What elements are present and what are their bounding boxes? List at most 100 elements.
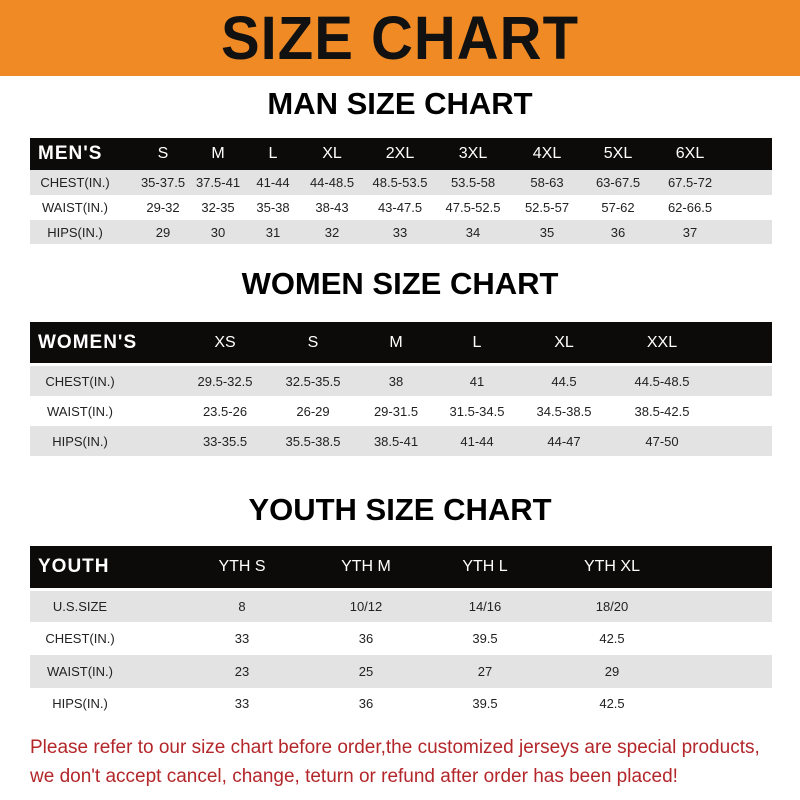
row-label: HIPS(IN.) [47, 224, 103, 240]
table-cell: 58-63 [530, 175, 564, 190]
table-cell: 62-66.5 [667, 200, 713, 215]
size-header: S [307, 333, 319, 351]
table-cell: 31.5-34.5 [449, 403, 505, 419]
table-cell: 44-48.5 [309, 175, 355, 190]
table-label: MEN'S [38, 143, 103, 164]
table-cell: 26-29 [296, 403, 330, 419]
header-row: YOUTH YTH S YTH M YTH L YTH XL [30, 546, 772, 588]
youth-size-table: YOUTH YTH S YTH M YTH L YTH XL U.S.SIZE 8 10/12… [30, 546, 772, 719]
row-label: WAIST(IN.) [42, 200, 108, 215]
table-cell: 25 [358, 664, 374, 679]
table-cell: 38-43 [315, 200, 349, 215]
table-cell: 47-50 [645, 433, 679, 449]
table-cell: 8 [238, 599, 246, 614]
size-header: YTH L [462, 558, 508, 575]
table-cell: 23.5-26 [202, 403, 248, 419]
table-row: CHEST(IN.) 33 36 39.5 42.5 [30, 622, 772, 655]
table-cell: 43-47.5 [377, 200, 423, 215]
table-cell: 32.5-35.5 [285, 373, 341, 389]
table-cell: 31 [265, 224, 281, 240]
table-cell: 27 [477, 664, 493, 679]
table-cell: 33 [234, 631, 250, 646]
row-label: WAIST(IN.) [47, 664, 113, 679]
table-cell: 33-35.5 [202, 433, 248, 449]
table-row: WAIST(IN.) 23 25 27 29 [30, 655, 772, 688]
table-cell: 42.5 [599, 631, 625, 646]
table-row: CHEST(IN.) 35-37.5 37.5-41 41-44 44-48.5 48.5… [30, 170, 772, 195]
table-cell: 63-67.5 [595, 175, 641, 190]
table-cell: 44-47 [547, 433, 581, 449]
size-header: L [268, 145, 278, 162]
row-label: WAIST(IN.) [47, 403, 113, 419]
table-row: CHEST(IN.) 29.5-32.5 32.5-35.5 38 41 44.5 44.5… [30, 366, 772, 396]
table-cell: 37 [682, 224, 698, 240]
table-cell: 35.5-38.5 [285, 433, 341, 449]
table-row: HIPS(IN.) 33-35.5 35.5-38.5 38.5-41 41-44 44-… [30, 426, 772, 456]
size-header: XXL [646, 333, 678, 351]
table-label: WOMEN'S [38, 331, 138, 353]
table-cell: 32-35 [201, 200, 235, 215]
table-cell: 35 [539, 224, 555, 240]
size-header: M [211, 145, 225, 162]
youth-title: YOUTH SIZE CHART [248, 492, 552, 527]
table-row: U.S.SIZE 8 10/12 14/16 18/20 [30, 591, 772, 622]
disclaimer-line-2: we don't accept cancel, change, teturn o… [30, 766, 678, 787]
row-label: U.S.SIZE [52, 599, 108, 614]
header-row: MEN'S S M L XL 2XL 3XL 4XL 5XL 6XL [30, 138, 772, 170]
row-label: CHEST(IN.) [45, 631, 115, 646]
size-header: 4XL [532, 145, 562, 162]
row-label: CHEST(IN.) [45, 373, 115, 389]
size-header: 6XL [675, 145, 705, 162]
table-cell: 29.5-32.5 [197, 373, 253, 389]
table-label: YOUTH [38, 556, 110, 577]
size-header: YTH M [341, 558, 391, 575]
table-cell: 48.5-53.5 [372, 175, 428, 190]
table-cell: 30 [210, 224, 226, 240]
size-header: XL [322, 145, 342, 162]
men-size-table: MEN'S S M L XL 2XL 3XL 4XL 5XL 6XL CHEST(IN.) 35-37… [30, 138, 772, 244]
table-cell: 36 [358, 631, 374, 646]
header-row: WOMEN'S XS S M L XL XXL [30, 322, 772, 363]
size-header: 2XL [385, 145, 415, 162]
table-cell: 29 [604, 664, 620, 679]
table-cell: 57-62 [601, 200, 635, 215]
table-cell: 36 [358, 696, 374, 711]
table-cell: 35-37.5 [140, 175, 186, 190]
table-cell: 53.5-58 [450, 175, 496, 190]
table-cell: 41-44 [460, 433, 494, 449]
table-cell: 33 [234, 696, 250, 711]
table-cell: 44.5-48.5 [634, 373, 690, 389]
table-cell: 10/12 [349, 599, 383, 614]
banner-title: SIZE CHART [221, 3, 579, 73]
table-row: WAIST(IN.) 23.5-26 26-29 29-31.5 31.5-34.5 34… [30, 396, 772, 426]
table-row: WAIST(IN.) 29-32 32-35 35-38 38-43 43-47.5 47.… [30, 195, 772, 220]
table-cell: 39.5 [472, 696, 498, 711]
table-cell: 14/16 [468, 599, 502, 614]
table-row: HIPS(IN.) 29 30 31 32 33 34 35 36 37 [30, 220, 772, 244]
table-cell: 18/20 [595, 599, 629, 614]
men-title: MAN SIZE CHART [267, 86, 533, 121]
table-cell: 33 [392, 224, 408, 240]
size-header: 5XL [603, 145, 633, 162]
table-cell: 42.5 [599, 696, 625, 711]
disclaimer-line-1: Please refer to our size chart before or… [30, 737, 760, 758]
table-cell: 34.5-38.5 [536, 403, 592, 419]
row-label: HIPS(IN.) [52, 433, 108, 449]
size-header: M [389, 333, 403, 351]
table-cell: 41-44 [256, 175, 290, 190]
table-cell: 36 [610, 224, 626, 240]
table-cell: 38.5-42.5 [634, 403, 690, 419]
women-title: WOMEN SIZE CHART [241, 266, 559, 301]
size-header: L [472, 333, 482, 351]
table-cell: 34 [465, 224, 481, 240]
size-header: XL [554, 333, 574, 351]
table-cell: 44.5 [551, 373, 577, 389]
table-cell: 37.5-41 [195, 175, 241, 190]
table-cell: 41 [469, 373, 485, 389]
table-cell: 38.5-41 [373, 433, 419, 449]
size-header: YTH XL [583, 558, 640, 575]
table-cell: 47.5-52.5 [445, 200, 501, 215]
table-row: HIPS(IN.) 33 36 39.5 42.5 [30, 688, 772, 719]
table-cell: 38 [388, 373, 404, 389]
size-header: 3XL [458, 145, 488, 162]
